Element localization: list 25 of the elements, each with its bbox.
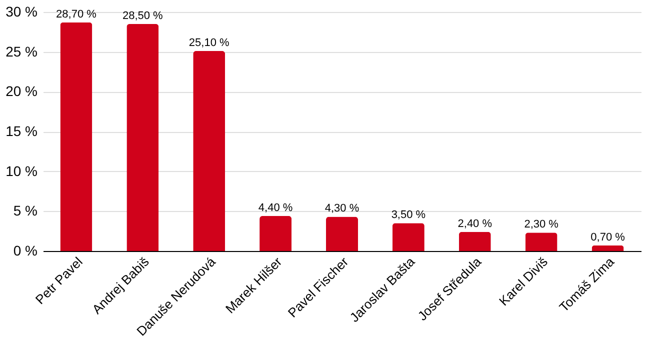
data-label: 4,40 % [258, 202, 293, 214]
y-tick-label: 15 % [6, 123, 38, 139]
bar [60, 22, 92, 251]
y-tick-label: 10 % [6, 162, 38, 179]
data-label: 3,50 % [391, 209, 426, 222]
y-tick-label: 25 % [6, 43, 38, 60]
data-label: 25,10 % [188, 37, 230, 50]
bar [126, 24, 159, 251]
data-label: 28,70 % [56, 8, 97, 20]
y-tick-label: 0 % [13, 242, 38, 258]
data-label: 4,30 % [324, 202, 360, 215]
data-label: 28,50 % [122, 10, 164, 22]
y-tick-label: 5 % [13, 202, 38, 219]
y-tick-label: 30 % [6, 4, 38, 20]
y-tick-label: 20 % [6, 83, 38, 100]
data-label: 2,30 % [524, 218, 559, 231]
data-label: 0,70 % [590, 231, 626, 244]
bar [260, 216, 292, 251]
bar [458, 232, 491, 251]
bar [392, 223, 424, 251]
bar [326, 216, 358, 251]
bar [592, 245, 624, 251]
bar [193, 51, 226, 251]
bar [525, 232, 558, 251]
data-label: 2,40 % [458, 218, 492, 230]
